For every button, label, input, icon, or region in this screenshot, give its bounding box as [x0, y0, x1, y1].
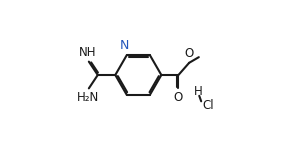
Text: N: N	[120, 39, 129, 52]
Text: O: O	[185, 47, 194, 60]
Text: O: O	[174, 91, 183, 104]
Text: Cl: Cl	[202, 99, 214, 112]
Text: H: H	[193, 85, 202, 98]
Text: NH: NH	[79, 46, 96, 59]
Text: H₂N: H₂N	[76, 91, 99, 104]
